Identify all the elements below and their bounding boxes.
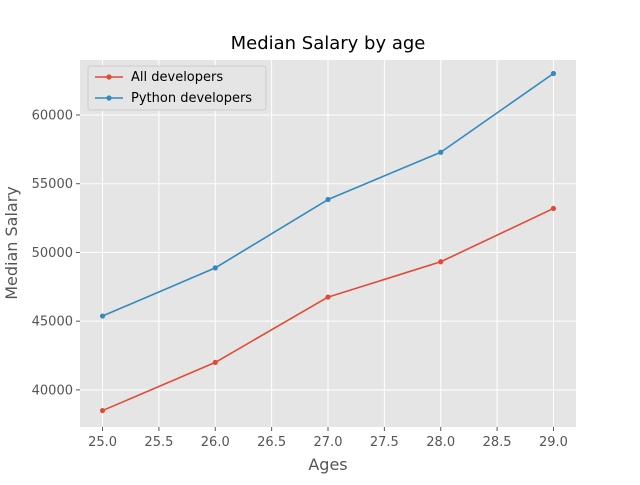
grid-lines bbox=[80, 60, 576, 427]
data-point-all-developers bbox=[438, 259, 444, 265]
x-tick-label: 29.0 bbox=[539, 435, 568, 450]
data-point-python-developers bbox=[99, 313, 106, 319]
legend-label-python-developers: Python developers bbox=[131, 91, 252, 106]
legend-label-all-developers: All developers bbox=[131, 70, 223, 85]
x-tick-label: 27.0 bbox=[314, 435, 343, 450]
y-tick-label: 45000 bbox=[32, 315, 73, 330]
legend-box bbox=[87, 65, 267, 111]
x-tick-label: 25.0 bbox=[88, 435, 117, 450]
x-tick-label: 25.5 bbox=[144, 435, 173, 450]
series-all-developers bbox=[99, 205, 557, 414]
data-point-all-developers bbox=[325, 294, 331, 300]
legend: All developers Python developers bbox=[87, 65, 267, 111]
y-tick-label: 40000 bbox=[32, 383, 73, 398]
legend-marker-all-developers bbox=[106, 74, 112, 80]
y-axis-ticks: 40000 45000 50000 55000 60000 bbox=[32, 108, 80, 398]
data-point-python-developers bbox=[212, 265, 218, 271]
x-axis-ticks: 25.0 25.5 26.0 26.5 27.0 27.5 28.0 28.5 29.0 bbox=[88, 427, 568, 450]
data-point-all-developers bbox=[212, 359, 218, 365]
data-point-python-developers bbox=[550, 70, 557, 77]
y-axis-label: Median Salary bbox=[2, 186, 21, 300]
x-tick-label: 27.5 bbox=[370, 435, 399, 450]
series-python-developers bbox=[99, 70, 557, 319]
data-point-all-developers bbox=[99, 407, 106, 414]
y-tick-label: 50000 bbox=[32, 246, 73, 261]
legend-entry-python-developers: Python developers bbox=[95, 91, 252, 106]
legend-entry-all-developers: All developers bbox=[95, 70, 223, 85]
data-point-all-developers bbox=[550, 205, 557, 212]
y-tick-label: 60000 bbox=[32, 108, 73, 123]
data-point-python-developers bbox=[325, 196, 331, 203]
x-tick-label: 26.0 bbox=[201, 435, 230, 450]
y-tick-label: 55000 bbox=[32, 177, 73, 192]
legend-marker-python-developers bbox=[106, 95, 112, 101]
x-tick-label: 28.5 bbox=[483, 435, 512, 450]
x-axis-label: Ages bbox=[308, 455, 347, 474]
data-point-python-developers bbox=[438, 149, 444, 155]
chart-title: Median Salary by age bbox=[231, 33, 426, 54]
series-layer bbox=[99, 70, 557, 414]
x-tick-label: 28.0 bbox=[426, 435, 455, 450]
x-tick-label: 26.5 bbox=[257, 435, 286, 450]
